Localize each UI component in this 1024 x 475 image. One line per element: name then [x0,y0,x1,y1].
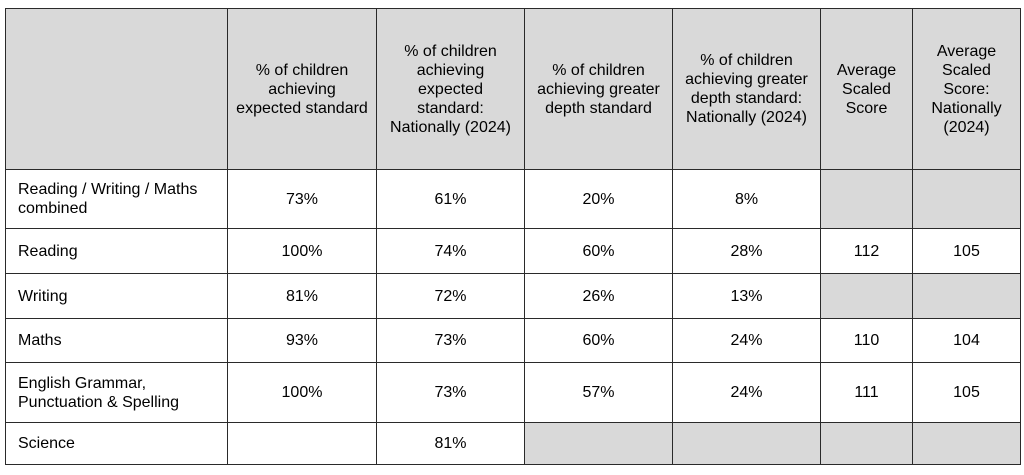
table-cell [820,273,913,319]
table-cell [672,422,821,465]
header-average-scaled-score-national: Average Scaled Score: Nationally (2024) [912,8,1021,170]
header-expected-standard-national: % of children achieving expected standar… [376,8,525,170]
table-cell: 24% [672,362,821,423]
table-body: Reading / Writing / Maths combined 73% 61%… [5,169,1021,465]
table-row: Reading / Writing / Maths combined 73% 61%… [5,169,1021,229]
table-cell: 81% [376,422,525,465]
table-row: English Grammar, Punctuation & Spelling 1… [5,362,1021,423]
table-row: Writing 81% 72% 26% 13% [5,273,1021,319]
header-corner [5,8,228,170]
table-cell: 105 [912,362,1021,423]
table-cell: 73% [227,169,377,229]
table-cell: 105 [912,228,1021,274]
table-row: Science 81% [5,422,1021,465]
table-cell: 24% [672,318,821,363]
table-cell: 110 [820,318,913,363]
table-cell [820,169,913,229]
table-cell: 93% [227,318,377,363]
row-label: English Grammar, Punctuation & Spelling [5,362,228,423]
table-cell: 100% [227,362,377,423]
row-label: Writing [5,273,228,319]
table-cell [912,422,1021,465]
table-cell: 60% [524,318,673,363]
row-label: Maths [5,318,228,363]
table-cell: 112 [820,228,913,274]
header-greater-depth-national: % of children achieving greater depth st… [672,8,821,170]
row-label: Science [5,422,228,465]
table-cell: 57% [524,362,673,423]
table-cell: 60% [524,228,673,274]
table-cell: 111 [820,362,913,423]
table-cell: 20% [524,169,673,229]
header-average-scaled-score: Average Scaled Score [820,8,913,170]
row-label: Reading [5,228,228,274]
header-expected-standard: % of children achieving expected standar… [227,8,377,170]
table-row: Reading 100% 74% 60% 28% 112 105 [5,228,1021,274]
table-cell [227,422,377,465]
table-cell: 104 [912,318,1021,363]
table-cell [820,422,913,465]
table-cell: 100% [227,228,377,274]
table-cell: 73% [376,362,525,423]
table-cell: 72% [376,273,525,319]
table-cell [912,169,1021,229]
results-table: % of children achieving expected standar… [5,8,1021,465]
header-greater-depth: % of children achieving greater depth st… [524,8,673,170]
table-cell: 8% [672,169,821,229]
header-row: % of children achieving expected standar… [5,8,1021,170]
table-cell: 61% [376,169,525,229]
table-cell [912,273,1021,319]
row-label: Reading / Writing / Maths combined [5,169,228,229]
table-cell: 26% [524,273,673,319]
table-cell: 81% [227,273,377,319]
table-cell: 13% [672,273,821,319]
table-cell [524,422,673,465]
table-cell: 74% [376,228,525,274]
table-cell: 73% [376,318,525,363]
table-cell: 28% [672,228,821,274]
table-row: Maths 93% 73% 60% 24% 110 104 [5,318,1021,363]
